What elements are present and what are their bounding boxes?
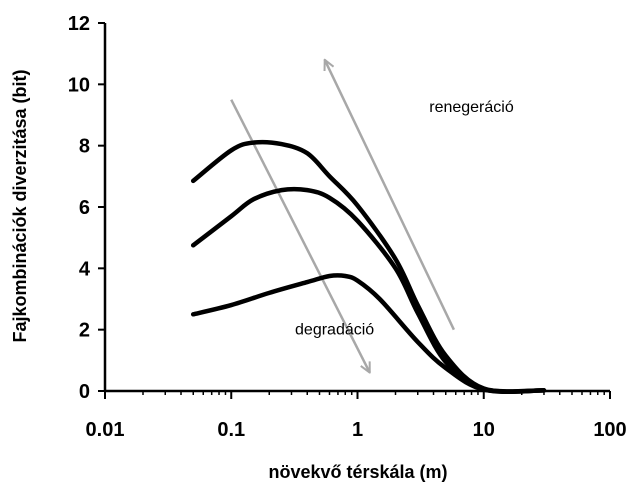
- series-line-3: [190, 273, 547, 394]
- y-axis-title: Fajkombinációk diverzitása (bit): [10, 69, 30, 342]
- y-tick-label: 2: [79, 320, 90, 342]
- renegeráció-arrow: [325, 60, 456, 331]
- degradáció-arrow: [230, 99, 371, 373]
- series-line-2: [190, 186, 547, 395]
- x-tick-label: 10: [473, 419, 495, 441]
- y-tick-label: 8: [79, 136, 90, 158]
- x-tick-label: 0.01: [86, 419, 125, 441]
- y-axis-ticks: 0 2 4 6 8 10 12: [68, 13, 105, 403]
- y-tick-label: 0: [79, 381, 90, 403]
- series-line-1: [190, 139, 547, 394]
- x-axis-ticks: 0.01 0.1 1 10 100: [86, 391, 627, 441]
- annotation-label: renegeráció: [429, 99, 514, 116]
- annotation-label: degradáció: [295, 321, 374, 338]
- y-tick-label: 12: [68, 13, 90, 35]
- y-tick-label: 6: [79, 197, 90, 219]
- x-tick-label: 100: [593, 419, 626, 441]
- y-tick-label: 10: [68, 74, 90, 96]
- x-tick-label: 0.1: [217, 419, 245, 441]
- trend-arrows: [230, 60, 456, 373]
- x-tick-label: 1: [352, 419, 363, 441]
- annotations: renegeráció degradáció: [295, 99, 514, 338]
- y-tick-label: 4: [79, 258, 91, 280]
- series-lines: [190, 139, 547, 395]
- x-axis-title: növekvő térskála (m): [268, 462, 447, 482]
